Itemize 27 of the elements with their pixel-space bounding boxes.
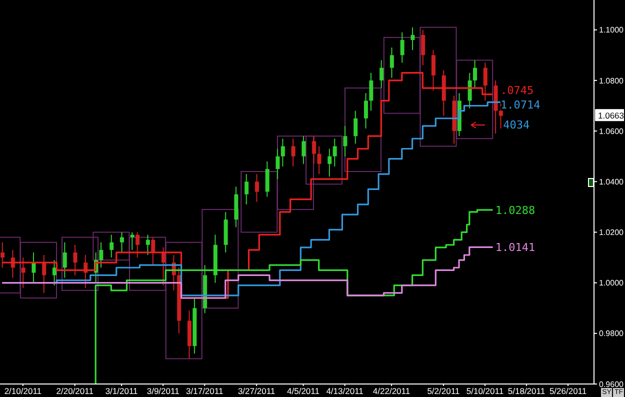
y-tick-label: 1.0800 <box>599 76 624 86</box>
x-tick-label: 4/5/2011 <box>287 386 320 396</box>
x-tick-label: 5/26/2011 <box>549 386 587 396</box>
y-tick-label: 1.1000 <box>599 26 624 35</box>
annotation: 1.0141 <box>495 241 536 254</box>
x-tick-label: 5/2/2011 <box>427 386 460 396</box>
annotation: .0745 <box>500 84 534 98</box>
y-tick-label: 1.0000 <box>599 278 624 288</box>
y-tick-label: 1.0600 <box>599 126 624 136</box>
y-tick-label: 1.0400 <box>599 177 624 186</box>
y-tick-label: 1.0200 <box>599 228 624 238</box>
x-tick-label: 3/17/2011 <box>186 386 224 396</box>
x-tick-label: 2/20/2011 <box>56 386 94 396</box>
x-tick-label: 4/13/2011 <box>326 386 364 396</box>
x-tick-label: 3/1/2011 <box>105 386 138 396</box>
x-tick-label: 3/27/2011 <box>238 386 276 396</box>
x-tick-label: 5/18/2011 <box>508 386 546 396</box>
annotation: 1.0663 <box>598 110 624 121</box>
x-tick-label: 2/10/2011 <box>4 386 42 396</box>
annotation: 1.0288 <box>495 204 536 217</box>
x-tick-label: 3/9/2011 <box>146 386 180 396</box>
annotation: 1.0714 <box>500 98 541 112</box>
annotation: 4034 <box>503 118 530 132</box>
x-tick-label: 4/22/2011 <box>372 386 410 396</box>
y-tick-label: 0.9600 <box>599 380 624 389</box>
x-tick-label: 5/10/2011 <box>466 386 504 396</box>
y-tick-label: 0.9800 <box>599 329 624 338</box>
